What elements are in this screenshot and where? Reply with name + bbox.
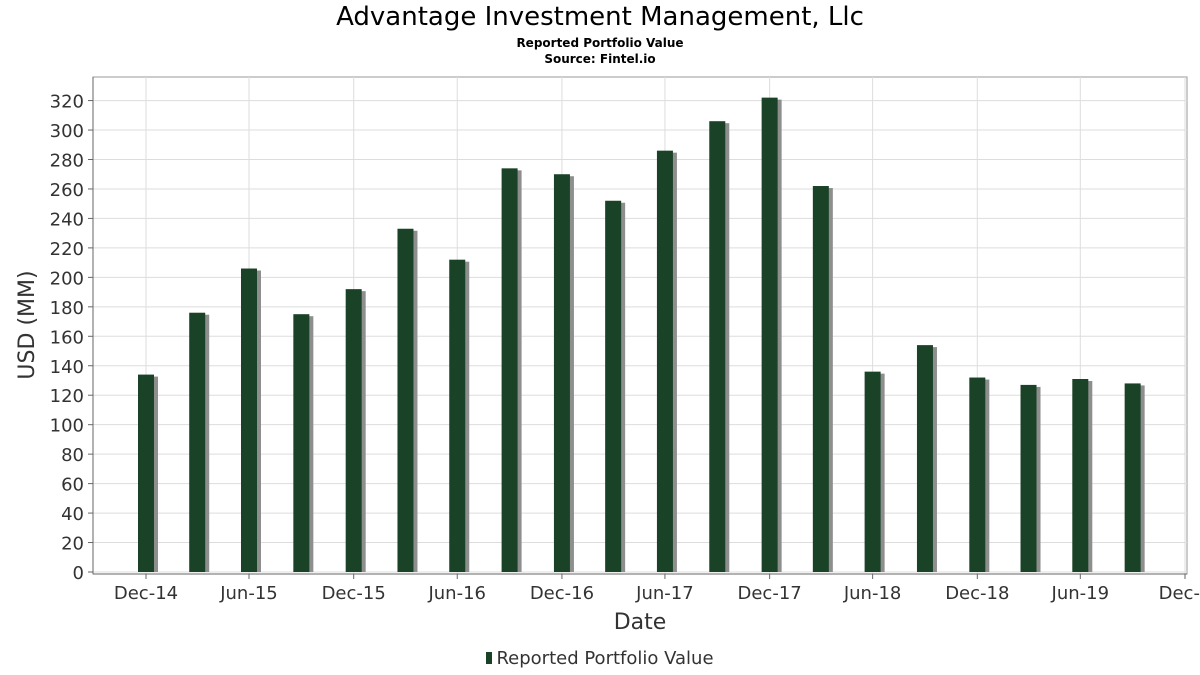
bar <box>345 289 362 572</box>
chart-title: Advantage Investment Management, Llc <box>336 2 864 32</box>
y-tick-label: 220 <box>50 239 84 260</box>
bar <box>761 97 778 572</box>
x-tick-label: Dec-15 <box>322 583 386 604</box>
y-axis-title: USD (MM) <box>15 270 40 379</box>
bar <box>449 259 466 572</box>
legend-swatch <box>486 652 493 664</box>
grid-layer <box>93 77 1187 574</box>
chart-source: Source: Fintel.io <box>544 52 656 66</box>
bar <box>240 268 257 572</box>
x-tick-label: Jun-18 <box>843 583 902 604</box>
y-tick-label: 0 <box>73 563 84 584</box>
bar <box>709 121 726 573</box>
y-tick-label: 240 <box>50 209 84 230</box>
bar <box>864 371 881 572</box>
axes-layer: 0 20 40 60 80 100 120 140 160 180 200 220 240 260 280 3… <box>50 77 1200 604</box>
y-tick-label: 200 <box>50 268 84 289</box>
y-tick-label: 60 <box>61 475 84 496</box>
y-tick-label: 140 <box>50 357 84 378</box>
bar <box>293 314 310 572</box>
x-tick-label: Dec-17 <box>738 583 802 604</box>
x-tick-label: Jun-19 <box>1051 583 1110 604</box>
bar <box>189 312 206 572</box>
bar <box>969 377 986 572</box>
legend: Reported Portfolio Value <box>0 648 1200 669</box>
bar <box>397 228 414 572</box>
y-tick-label: 40 <box>61 504 84 525</box>
bar <box>1072 379 1089 572</box>
y-tick-label: 100 <box>50 416 84 437</box>
x-tick-label: Jun-15 <box>219 583 278 604</box>
x-tick-label: Dec-14 <box>114 583 178 604</box>
y-tick-label: 20 <box>61 534 84 555</box>
y-tick-label: 160 <box>50 327 84 348</box>
bar <box>656 150 673 573</box>
legend-label: Reported Portfolio Value <box>496 648 714 669</box>
bar <box>812 186 829 572</box>
bars-layer <box>138 97 1145 573</box>
x-tick-label: Dec-18 <box>945 583 1009 604</box>
x-tick-label: Dec-16 <box>530 583 594 604</box>
bar <box>138 374 154 572</box>
y-tick-label: 120 <box>50 386 84 407</box>
y-tick-label: 180 <box>50 298 84 319</box>
y-tick-label: 300 <box>50 121 84 142</box>
bar <box>605 200 622 572</box>
x-tick-label: Jun-16 <box>427 583 486 604</box>
bar <box>916 345 933 572</box>
bar <box>501 168 518 572</box>
bar <box>1124 383 1141 572</box>
y-tick-label: 320 <box>50 92 84 113</box>
x-axis-title: Date <box>614 610 667 635</box>
y-tick-label: 80 <box>61 445 84 466</box>
x-tick-label: Dec-1 <box>1159 583 1200 604</box>
x-tick-label: Jun-17 <box>635 583 694 604</box>
chart-subtitle: Reported Portfolio Value <box>516 36 684 50</box>
bar <box>1020 384 1037 572</box>
y-tick-label: 260 <box>50 180 84 201</box>
bar <box>553 174 570 572</box>
y-tick-label: 280 <box>50 151 84 172</box>
